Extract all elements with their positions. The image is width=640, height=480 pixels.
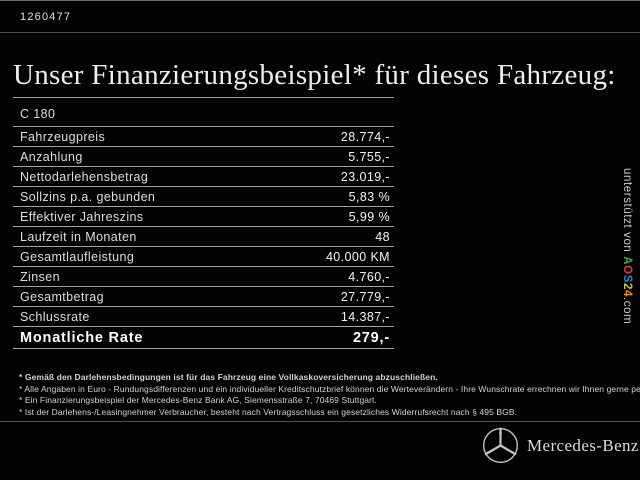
footnotes: * Gemäß den Darlehensbedingungen ist für…	[19, 372, 640, 418]
row-label: Zinsen	[20, 269, 60, 284]
watermark-letter: O	[621, 265, 633, 275]
reference-number: 1260477	[20, 11, 72, 23]
row-value: 4.760,-	[348, 269, 390, 284]
row-label: Schlussrate	[20, 309, 90, 324]
table-row: Effektiver Jahreszins 5,99 %	[13, 207, 394, 227]
watermark-letter: S	[621, 274, 633, 283]
row-value: 48	[375, 229, 390, 244]
row-value: 27.779,-	[340, 289, 390, 304]
row-value: 23.019,-	[340, 169, 390, 184]
table-row-model: C 180	[13, 98, 394, 127]
row-value: 5,99 %	[348, 209, 390, 224]
footer-separator-line	[0, 421, 640, 422]
table-row: Gesamtbetrag 27.779,-	[13, 287, 394, 307]
watermark-suffix: .com	[621, 296, 633, 325]
watermark-prefix: unterstützt von	[621, 168, 633, 257]
row-value: 28.774,-	[340, 129, 390, 144]
watermark-vertical-text: unterstützt von AOS24.com	[621, 168, 633, 324]
footnote-line: * Gemäß den Darlehensbedingungen ist für…	[19, 372, 438, 382]
row-label: Sollzins p.a. gebunden	[20, 189, 156, 204]
row-label: Fahrzeugpreis	[20, 129, 106, 144]
row-label: Effektiver Jahreszins	[20, 209, 144, 224]
table-row: Sollzins p.a. gebunden 5,83 %	[13, 187, 394, 207]
brand-wordmark: Mercedes-Benz	[527, 435, 639, 455]
row-label: Gesamtbetrag	[20, 289, 105, 304]
row-label: Gesamtlaufleistung	[20, 249, 135, 264]
model-label: C 180	[20, 107, 56, 121]
watermark-letter: A	[621, 256, 633, 266]
table-row: Anzahlung 5.755,-	[13, 147, 394, 167]
row-value: 14.387,-	[340, 309, 390, 324]
row-value: 40.000 KM	[325, 249, 390, 264]
financing-table: C 180 Fahrzeugpreis 28.774,- Anzahlung 5…	[13, 97, 394, 349]
top-edge-line	[0, 0, 640, 1]
footnote-line: * Ein Finanzierungsbeispiel der Mercedes…	[19, 395, 377, 406]
watermark-letter: 4	[621, 289, 633, 297]
row-label: Nettodarlehensbetrag	[20, 169, 149, 184]
header-separator-line	[0, 32, 640, 33]
row-value: 5,83 %	[348, 189, 390, 204]
table-row: Laufzeit in Monaten 48	[13, 227, 394, 247]
page-title: Unser Finanzierungsbeispiel* für dieses …	[13, 59, 616, 92]
watermark-letter: 2	[621, 282, 633, 290]
row-label: Anzahlung	[20, 149, 83, 164]
footnote-line: * Ist der Darlehens-/Leasingnehmer Verbr…	[19, 406, 518, 417]
table-row: Zinsen 4.760,-	[13, 267, 394, 287]
table-row: Nettodarlehensbetrag 23.019,-	[13, 167, 394, 187]
table-row-monthly-rate: Monatliche Rate 279,-	[13, 327, 394, 349]
monthly-rate-label: Monatliche Rate	[20, 329, 144, 346]
table-row: Schlussrate 14.387,-	[13, 307, 394, 327]
table-row: Gesamtlaufleistung 40.000 KM	[13, 247, 394, 267]
table-row: Fahrzeugpreis 28.774,-	[13, 127, 394, 147]
mercedes-star-icon	[482, 427, 519, 464]
brand-footer: Mercedes-Benz	[482, 427, 639, 464]
monthly-rate-value: 279,-	[352, 329, 390, 346]
row-label: Laufzeit in Monaten	[20, 229, 137, 244]
row-value: 5.755,-	[348, 149, 390, 164]
footnote-line: * Alle Angaben in Euro - Rundungsdiffere…	[19, 383, 640, 394]
